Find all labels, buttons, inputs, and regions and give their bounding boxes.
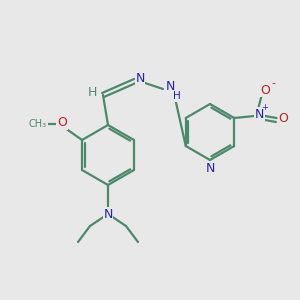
Text: O: O xyxy=(260,83,270,97)
Text: N: N xyxy=(135,71,145,85)
Text: CH₃: CH₃ xyxy=(29,119,47,129)
Text: N: N xyxy=(103,208,113,220)
Text: N: N xyxy=(165,80,175,94)
Text: -: - xyxy=(271,78,275,88)
Text: N: N xyxy=(255,107,264,121)
Text: O: O xyxy=(278,112,288,125)
Text: O: O xyxy=(57,116,67,130)
Text: H: H xyxy=(173,91,181,101)
Text: H: H xyxy=(87,85,97,98)
Text: N: N xyxy=(205,161,215,175)
Text: +: + xyxy=(261,103,268,112)
